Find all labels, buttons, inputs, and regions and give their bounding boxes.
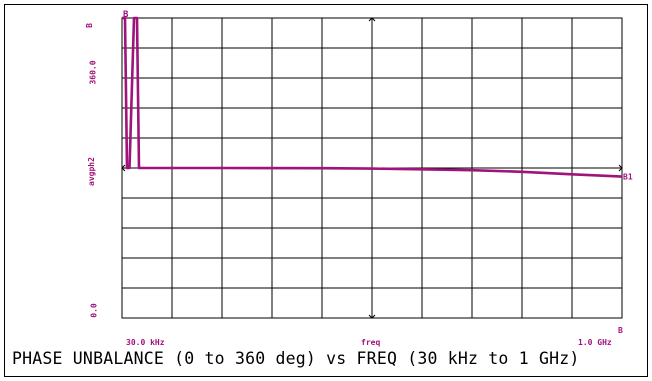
y-tick-max: 360.0	[88, 60, 98, 85]
y-axis-label: avgph2	[86, 157, 96, 186]
chart-frame: B B B1 B 360.0 avgph2 0.0 30.0 kHz freq 1.…	[4, 4, 648, 377]
center-top-tick	[368, 17, 376, 22]
center-right-tick	[618, 164, 623, 172]
marker-label-start-top: B	[123, 10, 129, 20]
chart-title: PHASE UNBALANCE (0 to 360 deg) vs FREQ (…	[12, 349, 580, 368]
x-axis-label: freq	[361, 338, 381, 347]
marker-label-trace-end: B1	[623, 173, 633, 182]
series-trace	[122, 16, 623, 178]
center-bottom-tick	[368, 314, 376, 319]
y-tick-top: B	[84, 23, 94, 28]
x-tick-end: 1.0 GHz	[578, 338, 612, 347]
marker-label-end: B	[618, 326, 623, 335]
y-tick-min: 0.0	[89, 303, 99, 318]
center-left-tick	[121, 164, 126, 172]
x-tick-start: 30.0 kHz	[126, 338, 165, 347]
chart-plot: B B B1	[121, 10, 633, 335]
